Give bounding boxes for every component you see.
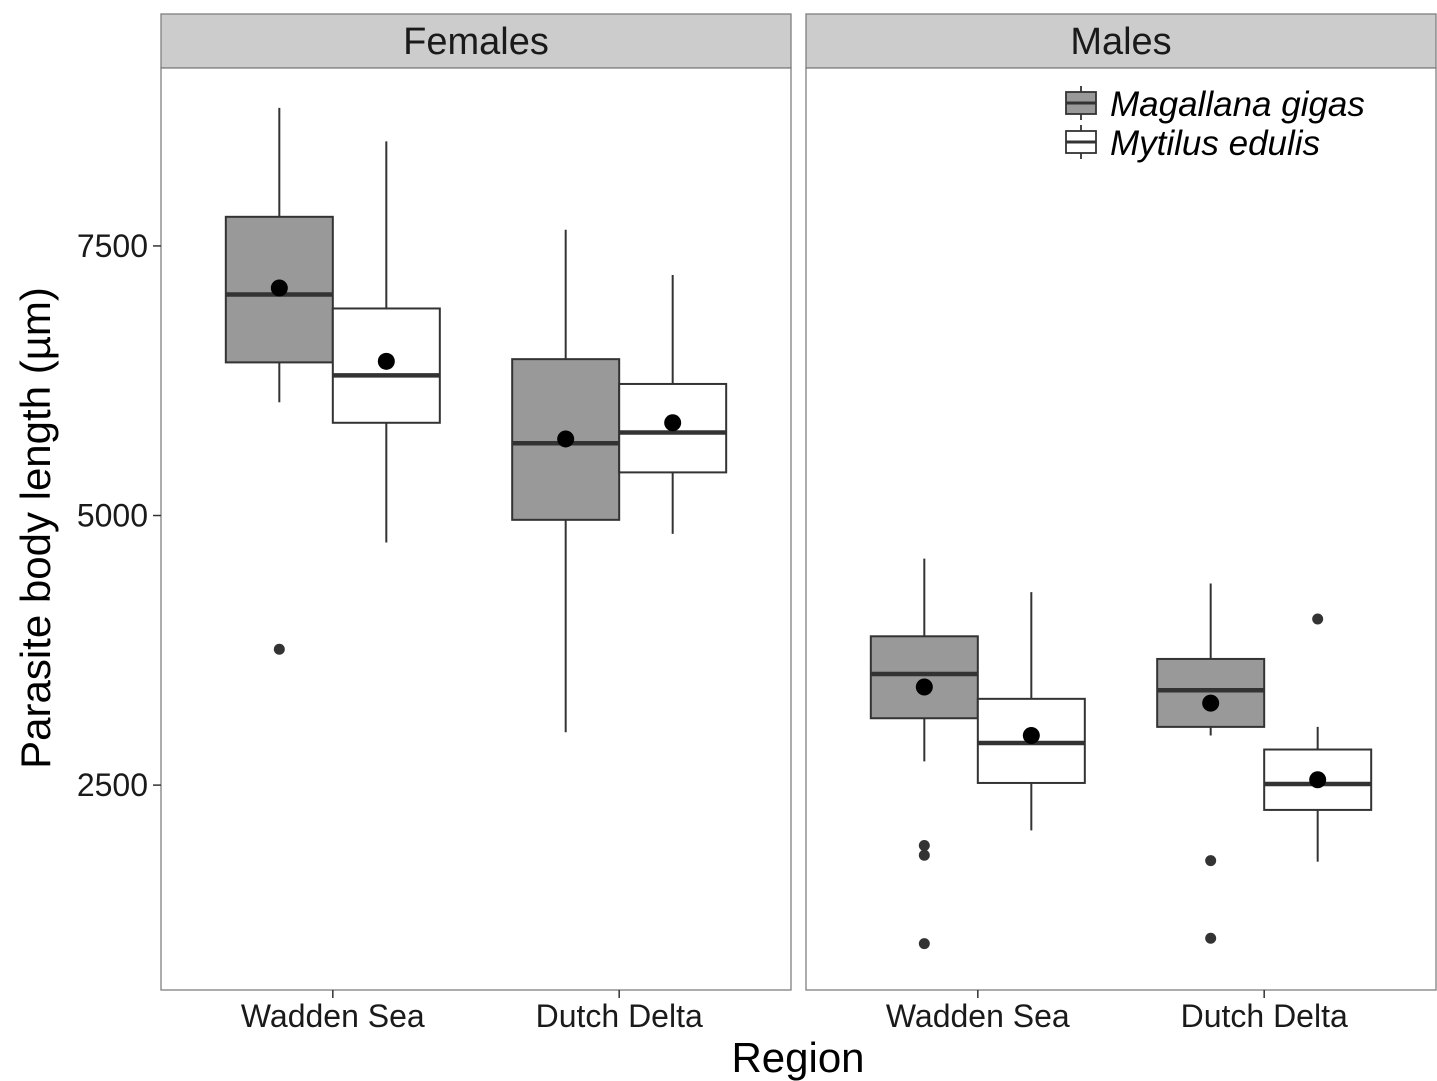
x-tick-label: Dutch Delta [536, 998, 703, 1034]
mean-point [270, 279, 288, 297]
legend-label: Mytilus edulis [1110, 124, 1320, 163]
outlier-point [1205, 855, 1217, 867]
facet-panel-males: Males Wadden Sea Dutch Delta [805, 13, 1437, 1034]
mean-point [377, 352, 395, 370]
facet-strip-label: Females [403, 21, 549, 63]
plot-layer: Females Wadden Sea Dutch Delta Males Wadden … [77, 13, 1437, 1034]
box-females-wadden-sea-magallana-gigas [224, 107, 334, 655]
y-axis-title: Parasite body length (µm) [12, 287, 59, 769]
mean-point [664, 414, 682, 432]
mean-point [915, 678, 933, 696]
outlier-point [918, 849, 930, 861]
panel-border [805, 67, 1437, 991]
box-iqr [869, 635, 979, 720]
x-tick-label: Dutch Delta [1181, 998, 1348, 1034]
outlier-point [1312, 613, 1324, 625]
legend-label: Magallana gigas [1110, 85, 1365, 124]
outlier-point [273, 643, 285, 655]
y-tick-label: 5000 [77, 498, 148, 534]
box-females-dutch-delta-mytilus-edulis [618, 275, 728, 534]
facet-strip [160, 13, 792, 69]
y-tick-label: 7500 [77, 228, 148, 264]
outlier-point [1205, 932, 1217, 944]
x-tick-label: Wadden Sea [886, 998, 1070, 1034]
facet-strip [805, 13, 1437, 69]
y-tick-label: 2500 [77, 767, 148, 803]
box-males-dutch-delta-mytilus-edulis [1263, 613, 1373, 862]
mean-point [557, 430, 575, 448]
outlier-point [918, 938, 930, 950]
facet-panel-females: Females Wadden Sea Dutch Delta [160, 13, 792, 1034]
mean-point [1309, 771, 1327, 789]
panel-border [160, 67, 792, 991]
box-iqr [1156, 657, 1266, 728]
box-males-wadden-sea-magallana-gigas [869, 558, 979, 950]
outlier-point [918, 839, 930, 851]
facet-strip-label: Males [1070, 21, 1171, 63]
x-axis-title: Region [731, 1034, 864, 1081]
mean-point [1022, 727, 1040, 745]
box-females-wadden-sea-mytilus-edulis [331, 141, 441, 543]
x-tick-label: Wadden Sea [241, 998, 425, 1034]
mean-point [1202, 694, 1220, 712]
box-males-dutch-delta-magallana-gigas [1156, 583, 1266, 944]
box-males-wadden-sea-mytilus-edulis [976, 592, 1086, 831]
